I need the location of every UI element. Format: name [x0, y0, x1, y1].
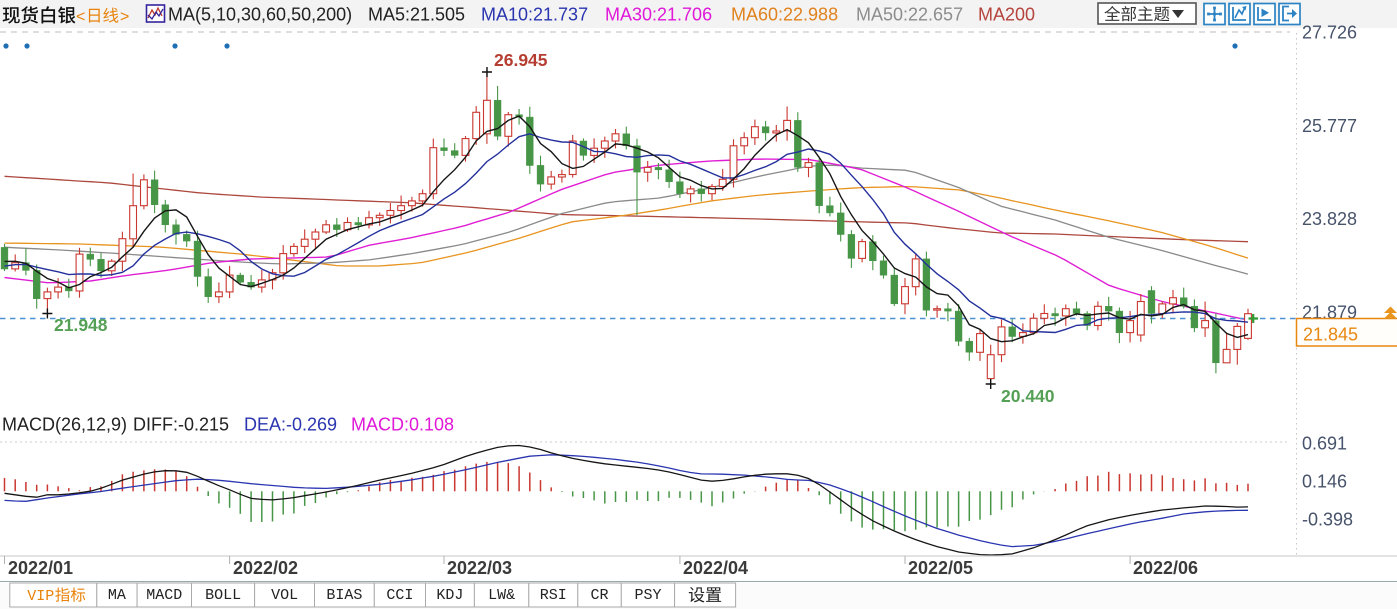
svg-text:2022/01: 2022/01 [8, 558, 73, 578]
svg-text:VIP: VIP [27, 588, 54, 605]
svg-text:BIAS: BIAS [326, 587, 362, 604]
svg-text:DEA:-0.269: DEA:-0.269 [244, 415, 337, 435]
svg-text:MA5:21.505: MA5:21.505 [368, 5, 465, 25]
svg-text:LW&: LW& [488, 587, 515, 604]
svg-text:0.691: 0.691 [1302, 433, 1347, 453]
svg-text:PSY: PSY [634, 587, 661, 604]
svg-text:26.945: 26.945 [494, 50, 548, 70]
svg-text:RSI: RSI [540, 587, 567, 604]
svg-text:<: < [76, 9, 85, 26]
svg-text:2022/04: 2022/04 [683, 558, 748, 578]
svg-text:>: > [120, 9, 129, 26]
svg-text:21.948: 21.948 [54, 315, 108, 335]
svg-text:2022/05: 2022/05 [908, 558, 973, 578]
svg-text:CR: CR [590, 587, 608, 604]
svg-text:23.828: 23.828 [1302, 209, 1357, 229]
svg-text:-0.398: -0.398 [1302, 510, 1353, 530]
svg-text:25.777: 25.777 [1302, 116, 1357, 136]
svg-text:MACD(26,12,9): MACD(26,12,9) [2, 415, 127, 435]
svg-text:MA(5,10,30,60,50,200): MA(5,10,30,60,50,200) [168, 5, 352, 25]
svg-text:DIFF:-0.215: DIFF:-0.215 [133, 415, 229, 435]
svg-text:BOLL: BOLL [205, 587, 241, 604]
svg-text:21.845: 21.845 [1303, 325, 1358, 345]
svg-text:MA30:21.706: MA30:21.706 [605, 5, 712, 25]
svg-text:MA50:22.657: MA50:22.657 [856, 5, 963, 25]
svg-text:KDJ: KDJ [436, 587, 463, 604]
svg-text:MACD: MACD [146, 587, 182, 604]
svg-text:0.146: 0.146 [1302, 472, 1347, 492]
svg-text:CCI: CCI [386, 587, 413, 604]
svg-text:MA60:22.988: MA60:22.988 [731, 5, 838, 25]
svg-text:21.879: 21.879 [1302, 303, 1357, 323]
svg-text:2022/03: 2022/03 [447, 558, 512, 578]
svg-text:2022/02: 2022/02 [233, 558, 298, 578]
svg-text:2022/06: 2022/06 [1133, 558, 1198, 578]
svg-text:27.726: 27.726 [1302, 23, 1357, 43]
svg-text:MA200: MA200 [978, 5, 1035, 25]
svg-text:VOL: VOL [271, 587, 298, 604]
svg-text:MA10:21.737: MA10:21.737 [481, 5, 588, 25]
svg-text:MA: MA [108, 587, 126, 604]
svg-text:20.440: 20.440 [1001, 386, 1055, 406]
svg-text:MACD:0.108: MACD:0.108 [351, 415, 454, 435]
